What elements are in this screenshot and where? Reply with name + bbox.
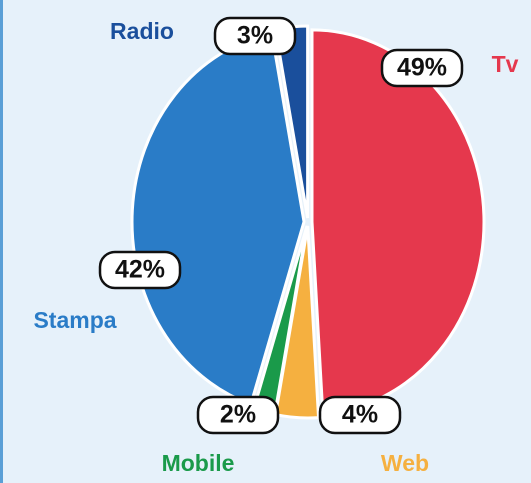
value-label: 4% bbox=[342, 401, 378, 429]
value-label-box bbox=[380, 48, 464, 88]
category-label: Web bbox=[381, 450, 429, 476]
value-label: 42% bbox=[115, 256, 165, 284]
pie-slice bbox=[310, 28, 486, 416]
value-label-box bbox=[213, 16, 297, 56]
value-label-box bbox=[98, 250, 182, 290]
value-label-box bbox=[196, 395, 280, 435]
category-label: Stampa bbox=[33, 307, 116, 333]
pie bbox=[130, 24, 486, 420]
value-label: 49% bbox=[397, 54, 447, 82]
category-label: Radio bbox=[110, 18, 174, 44]
value-label-box bbox=[318, 395, 402, 435]
value-label: 2% bbox=[220, 401, 256, 429]
value-label: 3% bbox=[237, 22, 273, 50]
category-label: Mobile bbox=[162, 450, 235, 476]
category-label: Tv bbox=[492, 51, 519, 77]
pie-slice bbox=[130, 31, 306, 407]
labels: 49% Tv 4%Web 2% Mobile 42% Stampa 3% Radio bbox=[33, 16, 519, 476]
